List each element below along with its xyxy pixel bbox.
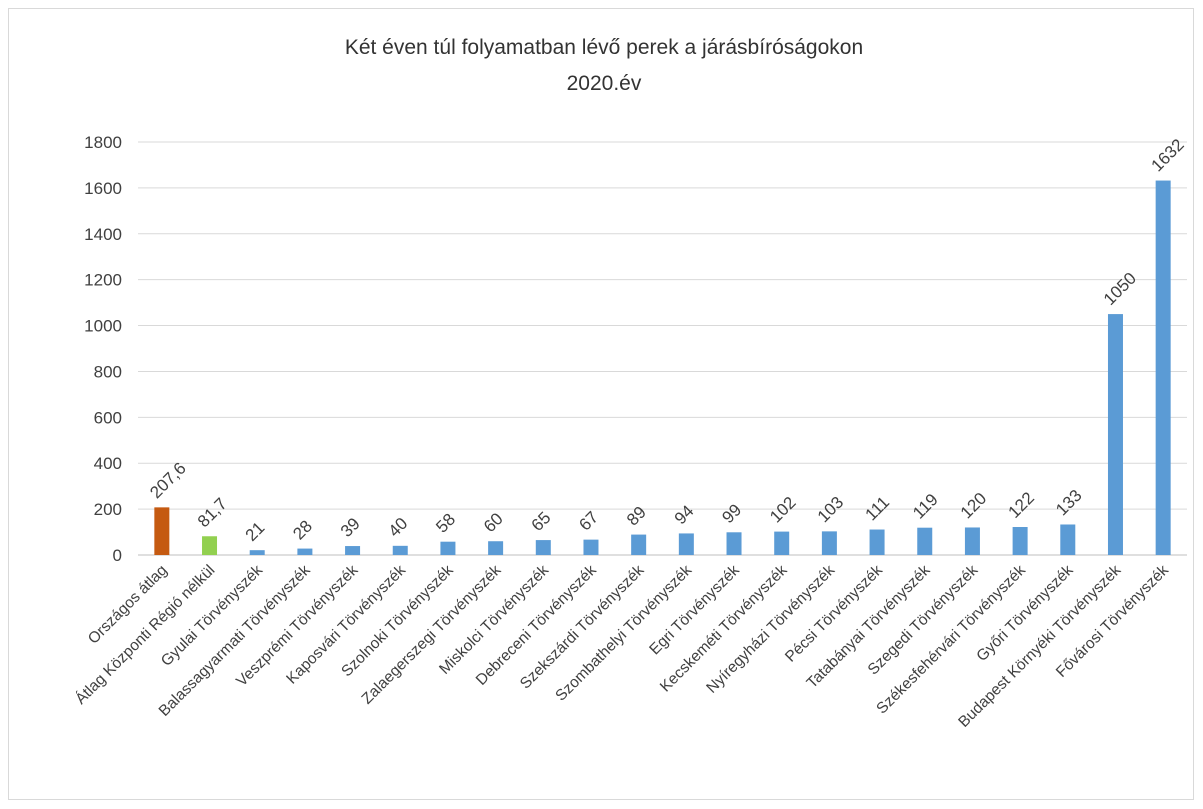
category-label: Országos átlag bbox=[85, 562, 171, 648]
data-label: 89 bbox=[623, 503, 650, 530]
bar bbox=[535, 540, 551, 555]
bar bbox=[678, 533, 694, 555]
data-label: 120 bbox=[957, 489, 990, 522]
data-label: 1050 bbox=[1100, 269, 1140, 309]
bar bbox=[440, 541, 456, 555]
data-label: 58 bbox=[432, 510, 459, 537]
data-label: 67 bbox=[575, 508, 602, 535]
y-tick-label: 1400 bbox=[84, 225, 122, 244]
bar bbox=[154, 507, 170, 555]
y-tick-label: 1600 bbox=[84, 179, 122, 198]
y-tick-label: 0 bbox=[113, 546, 122, 565]
bar bbox=[821, 531, 837, 555]
data-label: 39 bbox=[337, 514, 364, 541]
y-tick-label: 800 bbox=[94, 362, 122, 381]
bar bbox=[249, 550, 265, 555]
data-label: 133 bbox=[1052, 486, 1085, 519]
y-tick-label: 1000 bbox=[84, 317, 122, 336]
bar bbox=[964, 527, 980, 555]
bar bbox=[726, 532, 742, 555]
y-axis-ticks: 0 200 400 600 800 1000 1200 1400 1600 1800 bbox=[84, 133, 122, 565]
data-label: 40 bbox=[385, 514, 412, 541]
data-label: 111 bbox=[861, 493, 893, 525]
bar bbox=[583, 539, 599, 555]
bar bbox=[202, 536, 218, 555]
y-tick-label: 200 bbox=[94, 500, 122, 519]
data-label: 65 bbox=[528, 508, 555, 535]
bars bbox=[154, 180, 1171, 555]
chart-frame bbox=[8, 8, 1194, 800]
data-label: 81,7 bbox=[194, 494, 231, 531]
bar bbox=[917, 527, 933, 555]
bar bbox=[488, 541, 504, 555]
data-label: 60 bbox=[480, 509, 507, 536]
data-label: 28 bbox=[289, 517, 316, 544]
bar bbox=[297, 548, 313, 555]
chart-title-line-1: Két éven túl folyamatban lévő perek a já… bbox=[345, 36, 863, 59]
bar bbox=[869, 529, 885, 555]
bar bbox=[774, 531, 790, 555]
gridlines bbox=[138, 141, 1187, 510]
data-labels: 207,681,7 21 28 39 40 58 60 65 67 89 94 99 102 103 111… bbox=[146, 135, 1188, 545]
data-label: 99 bbox=[718, 500, 745, 527]
data-label: 102 bbox=[766, 493, 799, 526]
data-label: 103 bbox=[814, 493, 847, 526]
data-label: 207,6 bbox=[146, 459, 190, 503]
y-tick-label: 1800 bbox=[84, 133, 122, 152]
data-label: 21 bbox=[242, 518, 269, 545]
y-tick-label: 400 bbox=[94, 454, 122, 473]
data-label: 94 bbox=[671, 501, 698, 528]
bar bbox=[1155, 180, 1171, 555]
data-label: 122 bbox=[1005, 488, 1038, 521]
chart-title-line-2: 2020.év bbox=[567, 72, 642, 95]
bar bbox=[1107, 314, 1123, 555]
bar bbox=[631, 534, 647, 555]
bar bbox=[1012, 527, 1028, 555]
data-label: 1632 bbox=[1148, 135, 1188, 175]
y-tick-label: 1200 bbox=[84, 271, 122, 290]
data-label: 119 bbox=[909, 490, 942, 523]
bar bbox=[345, 546, 361, 555]
y-tick-label: 600 bbox=[94, 408, 122, 427]
bar bbox=[392, 545, 408, 555]
category-label: Egri Törvényszék bbox=[646, 562, 743, 659]
bar bbox=[1060, 524, 1076, 555]
